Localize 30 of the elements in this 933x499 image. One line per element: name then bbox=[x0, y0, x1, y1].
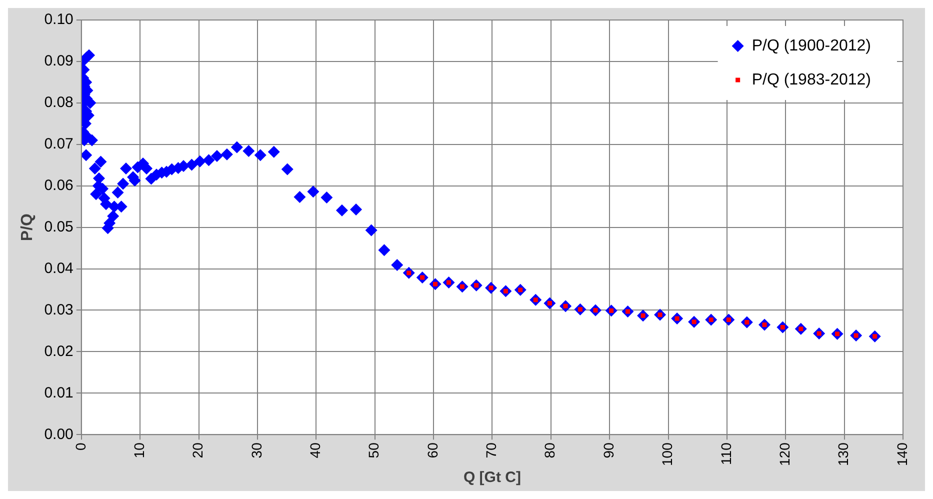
x-tick-label: 60 bbox=[424, 442, 440, 458]
y-axis-title: P/Q bbox=[19, 214, 36, 242]
y-tick-label: 0.03 bbox=[44, 301, 74, 318]
x-tick-label: 50 bbox=[366, 442, 382, 458]
y-tick-label: 0.10 bbox=[44, 11, 74, 28]
y-tick-label: 0.01 bbox=[44, 384, 74, 402]
x-tick-label: 10 bbox=[130, 442, 147, 458]
x-axis-title: Q [Gt C] bbox=[463, 469, 521, 486]
y-tick-label: 0.06 bbox=[44, 176, 74, 194]
y-tick-label: 0.08 bbox=[44, 94, 74, 112]
x-tick-label: 90 bbox=[600, 442, 616, 458]
y-tick-label: 0.02 bbox=[44, 342, 74, 360]
y-tick-label: 0.05 bbox=[44, 218, 74, 236]
x-tick-label: 0 bbox=[72, 442, 88, 450]
legend-label: P/Q (1900-2012) bbox=[752, 37, 872, 54]
y-tick-label: 0.07 bbox=[44, 136, 74, 153]
x-tick-label: 120 bbox=[776, 442, 792, 466]
legend-label: P/Q (1983-2012) bbox=[752, 71, 872, 88]
x-tick-label: 30 bbox=[248, 442, 264, 458]
x-tick-label: 140 bbox=[894, 442, 910, 466]
x-tick-label: 20 bbox=[190, 442, 206, 458]
x-tick-label: 130 bbox=[835, 442, 852, 466]
y-tick-label: 0.00 bbox=[44, 426, 74, 443]
y-tick-label: 0.04 bbox=[44, 260, 74, 277]
x-tick-label: 110 bbox=[718, 442, 734, 465]
x-tick-label: 40 bbox=[307, 442, 323, 458]
x-tick-label: 80 bbox=[542, 442, 558, 458]
y-tick-label: 0.09 bbox=[44, 52, 74, 70]
x-tick-label: 100 bbox=[659, 442, 676, 466]
x-tick-label: 70 bbox=[483, 442, 500, 458]
